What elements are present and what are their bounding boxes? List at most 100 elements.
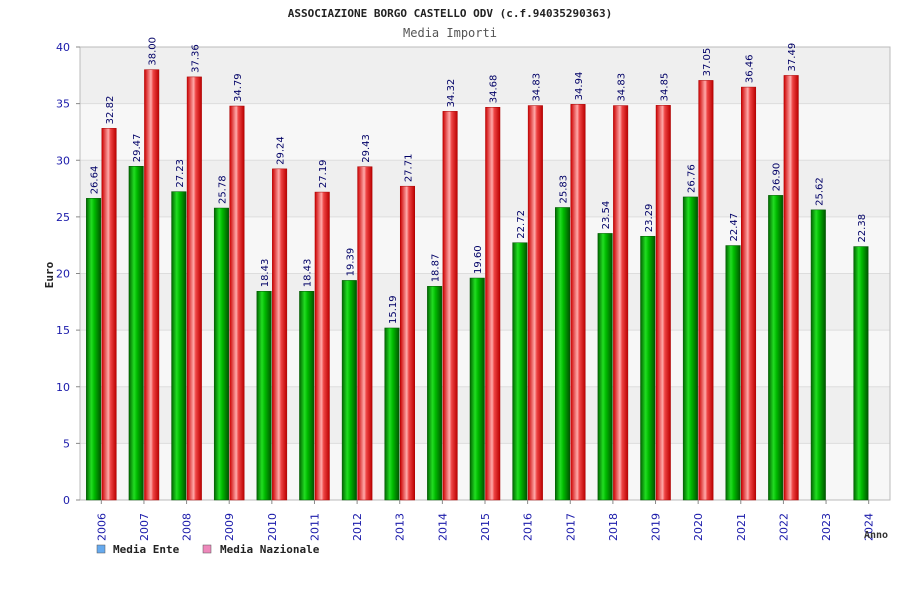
bar-value-label: 25.83 <box>559 175 570 204</box>
x-tick-label: 2024 <box>863 513 876 541</box>
bar-value-label: 34.83 <box>617 73 628 102</box>
bar-media-ente <box>555 207 571 501</box>
bar-media-ente <box>171 191 187 501</box>
x-tick-label: 2006 <box>95 513 108 541</box>
bar-value-label: 32.82 <box>105 96 116 125</box>
bar-value-label: 18.43 <box>303 259 314 288</box>
bar-media-nazionale <box>741 86 757 501</box>
bar-value-label: 15.19 <box>388 295 399 324</box>
bar-value-label: 34.32 <box>446 79 457 108</box>
x-tick-label: 2017 <box>564 513 577 541</box>
bar-value-label: 22.72 <box>516 210 527 239</box>
bar-value-label: 29.24 <box>276 136 287 165</box>
bar-value-label: 29.47 <box>132 134 143 163</box>
bar-media-nazionale <box>783 75 799 501</box>
bar-labels: 26.64 32.82 29.47 38.00 27.23 37.36 25.78 34.79… <box>90 37 868 324</box>
x-tick-label: 2016 <box>522 513 535 541</box>
bar-media-ente <box>86 198 102 501</box>
bar-media-ente <box>341 280 357 501</box>
bar-value-label: 18.87 <box>431 254 442 283</box>
bar-media-nazionale <box>144 69 160 501</box>
x-tick-label: 2020 <box>692 513 705 541</box>
bar-media-ente <box>853 246 869 501</box>
bar-value-label: 27.23 <box>175 159 186 188</box>
bar-media-nazionale <box>655 105 671 501</box>
bar-value-label: 19.60 <box>473 245 484 274</box>
y-tick-label: 15 <box>56 324 70 337</box>
bar-media-nazionale <box>485 106 501 501</box>
y-tick-label: 30 <box>56 154 70 167</box>
x-tick-label: 2023 <box>820 513 833 541</box>
bar-media-ente <box>427 286 443 501</box>
bar-value-label: 37.49 <box>787 43 798 72</box>
bar-value-label: 27.71 <box>403 154 414 183</box>
bar-value-label: 26.90 <box>772 163 783 192</box>
bar-media-nazionale <box>442 111 458 501</box>
bar-media-nazionale <box>229 105 245 501</box>
bars <box>86 69 869 501</box>
x-tick-label: 2009 <box>223 513 236 541</box>
bar-media-ente <box>512 242 528 501</box>
bar-value-label: 34.79 <box>233 73 244 102</box>
y-tick-label: 0 <box>63 494 70 507</box>
y-tick-label: 10 <box>56 381 70 394</box>
bar-media-ente <box>725 245 741 501</box>
bar-value-label: 36.46 <box>745 54 756 83</box>
bar-media-nazionale <box>357 166 373 501</box>
x-tick-label: 2014 <box>436 513 449 541</box>
y-tick-label: 35 <box>56 98 70 111</box>
bar-media-nazionale <box>570 104 586 501</box>
bar-media-ente <box>128 166 144 501</box>
x-tick-label: 2012 <box>351 513 364 541</box>
bar-value-label: 23.29 <box>644 204 655 233</box>
bar-media-ente <box>213 207 229 501</box>
bar-media-ente <box>640 235 656 501</box>
x-tick-label: 2010 <box>266 513 279 541</box>
bar-value-label: 27.19 <box>318 159 329 188</box>
x-tick-label: 2018 <box>607 513 620 541</box>
chart-subtitle: Media Importi <box>403 26 497 40</box>
bar-value-label: 25.62 <box>814 177 825 206</box>
bar-value-label: 23.54 <box>601 201 612 230</box>
x-tick-label: 2013 <box>394 513 407 541</box>
bar-value-label: 29.43 <box>361 134 372 163</box>
y-axis-label: Euro <box>43 261 56 288</box>
bar-media-ente <box>299 291 315 501</box>
bar-value-label: 34.83 <box>531 73 542 102</box>
legend: Media Ente Media Nazionale <box>96 543 320 556</box>
legend-label-media-ente: Media Ente <box>113 543 180 556</box>
bar-media-nazionale <box>698 80 714 501</box>
bar-media-nazionale <box>101 128 117 501</box>
x-tick-label: 2008 <box>181 513 194 541</box>
x-tick-label: 2015 <box>479 513 492 541</box>
y-tick-label: 25 <box>56 211 70 224</box>
bar-value-label: 18.43 <box>260 259 271 288</box>
bar-value-label: 19.39 <box>345 248 356 277</box>
bar-value-label: 34.85 <box>659 73 670 102</box>
bar-media-ente <box>469 277 485 501</box>
y-axis: 0 5 10 15 20 25 30 35 40 <box>56 41 80 507</box>
bar-value-label: 34.68 <box>489 75 500 104</box>
chart-title: ASSOCIAZIONE BORGO CASTELLO ODV (c.f.940… <box>288 7 613 20</box>
legend-swatch-media-nazionale <box>202 544 212 554</box>
bar-value-label: 22.38 <box>857 214 868 243</box>
x-axis-label: Anno <box>864 530 888 541</box>
x-tick-label: 2021 <box>735 513 748 541</box>
bar-media-nazionale <box>527 105 543 501</box>
x-tick-label: 2007 <box>138 513 151 541</box>
y-tick-label: 5 <box>63 437 70 450</box>
bar-media-nazionale <box>272 168 288 501</box>
bar-value-label: 26.76 <box>686 164 697 193</box>
bar-media-nazionale <box>186 76 202 501</box>
bar-media-ente <box>256 291 272 501</box>
y-tick-label: 20 <box>56 268 70 281</box>
y-tick-label: 40 <box>56 41 70 54</box>
bar-value-label: 37.05 <box>702 48 713 77</box>
bar-media-nazionale <box>613 105 629 501</box>
legend-label-media-nazionale: Media Nazionale <box>220 543 320 556</box>
bar-media-ente <box>768 195 784 501</box>
bar-value-label: 38.00 <box>148 37 159 66</box>
bar-media-nazionale <box>314 191 330 501</box>
x-tick-label: 2019 <box>650 513 663 541</box>
